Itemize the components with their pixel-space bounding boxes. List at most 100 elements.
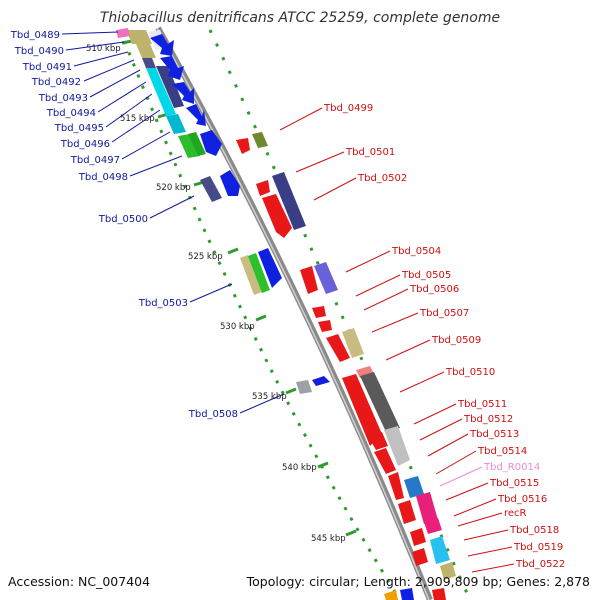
gene-arrow[interactable] — [432, 588, 446, 600]
gene-label[interactable]: Tbd_0499 — [323, 103, 373, 114]
gene-label[interactable]: Tbd_0511 — [457, 399, 507, 410]
gene-label[interactable]: Tbd_0500 — [98, 214, 148, 225]
genome-summary-text: Topology: circular; Length: 2,909,809 bp… — [246, 574, 590, 589]
gene-block[interactable] — [440, 562, 456, 580]
gene-label[interactable]: Tbd_0494 — [46, 108, 96, 119]
gene-label[interactable]: Tbd_0504 — [391, 246, 441, 257]
gene-arrow[interactable] — [300, 266, 318, 294]
gene-arrow[interactable] — [186, 104, 206, 126]
gene-block[interactable] — [416, 492, 438, 524]
gene-label[interactable]: Tbd_0489 — [10, 30, 60, 41]
gene-block[interactable] — [296, 380, 312, 394]
gene-block[interactable] — [424, 518, 442, 534]
rna-leader-line — [439, 466, 483, 487]
gene-label[interactable]: Tbd_0522 — [515, 559, 565, 570]
gene-block[interactable] — [384, 426, 410, 466]
gene-arrow[interactable] — [326, 334, 350, 362]
right-strand-genes — [236, 132, 456, 600]
gene-block[interactable] — [404, 476, 424, 498]
gene-arrow[interactable] — [312, 306, 326, 318]
gene-arrow[interactable] — [262, 194, 292, 238]
gene-arrow[interactable] — [150, 34, 174, 56]
gene-block[interactable] — [200, 176, 222, 202]
kbp-label: 510 kbp — [86, 44, 121, 54]
gene-arrow[interactable] — [200, 130, 222, 156]
gene-label[interactable]: Tbd_0516 — [497, 494, 547, 505]
gene-block[interactable] — [166, 114, 186, 134]
gene-arrow[interactable] — [398, 500, 416, 524]
gene-label[interactable]: Tbd_0498 — [78, 172, 128, 183]
gene-block[interactable] — [342, 328, 364, 358]
gene-label[interactable]: Tbd_0509 — [431, 335, 481, 346]
kbp-label: 515 kbp — [120, 114, 155, 124]
kbp-ticks — [121, 39, 357, 537]
gene-label[interactable]: Tbd_0506 — [409, 284, 459, 295]
gene-label[interactable]: Tbd_0505 — [401, 270, 451, 281]
gene-label[interactable]: Tbd_0507 — [419, 308, 469, 319]
backbone-highlight — [156, 27, 430, 600]
gene-arrow[interactable] — [236, 138, 250, 154]
gene-label[interactable]: Tbd_0503 — [138, 298, 188, 309]
gene-arrow[interactable] — [412, 548, 428, 566]
gene-label[interactable]: Tbd_0510 — [445, 367, 495, 378]
gene-label[interactable]: Tbd_0519 — [513, 542, 563, 553]
gene-arrow[interactable] — [400, 588, 414, 600]
gene-block[interactable] — [188, 132, 206, 156]
gene-arrow[interactable] — [318, 320, 332, 332]
gene-block[interactable] — [126, 30, 152, 44]
gene-arrow[interactable] — [220, 170, 240, 196]
gene-label[interactable]: Tbd_0518 — [509, 525, 559, 536]
gene-block[interactable] — [136, 44, 156, 58]
kbp-label: 545 kbp — [311, 534, 346, 544]
gene-block[interactable] — [178, 134, 200, 158]
gene-block[interactable] — [248, 253, 270, 293]
gene-arrow[interactable] — [172, 82, 194, 104]
gene-label[interactable]: Tbd_0496 — [60, 139, 110, 150]
kbp-label: 520 kbp — [156, 183, 191, 193]
outer-tick-track — [118, 29, 402, 600]
gene-arrow[interactable] — [312, 376, 330, 386]
gene-arrow[interactable] — [256, 180, 270, 196]
gene-arrow[interactable] — [374, 448, 396, 474]
gene-label[interactable]: Tbd_0497 — [70, 155, 120, 166]
gene-arrow[interactable] — [388, 472, 404, 500]
gene-block[interactable] — [430, 536, 450, 564]
gene-label[interactable]: Tbd_0502 — [357, 173, 407, 184]
gene-arrow[interactable] — [368, 432, 388, 450]
gene-block[interactable] — [156, 66, 184, 108]
gene-block[interactable] — [252, 132, 268, 148]
right-leader-lines — [279, 107, 515, 573]
gene-label[interactable]: Tbd_0492 — [31, 77, 81, 88]
left-strand-arrows — [150, 34, 330, 386]
gene-label[interactable]: Tbd_0514 — [477, 446, 527, 457]
gene-label[interactable]: Tbd_0501 — [345, 147, 395, 158]
gene-arrow[interactable] — [342, 374, 382, 446]
gene-label[interactable]: Tbd_0508 — [188, 409, 238, 420]
gene-block[interactable] — [360, 372, 400, 432]
gene-label[interactable]: Tbd_0512 — [463, 414, 513, 425]
gene-label[interactable]: Tbd_0493 — [38, 93, 88, 104]
gene-label[interactable]: recR — [504, 508, 527, 519]
gene-label[interactable]: Tbd_0515 — [489, 478, 539, 489]
gene-block[interactable] — [142, 58, 156, 68]
right-gene-labels: Tbd_0499 Tbd_0501 Tbd_0502 Tbd_0504 Tbd_… — [323, 103, 565, 570]
gene-label[interactable]: Tbd_0491 — [22, 62, 72, 73]
gene-block[interactable] — [116, 28, 130, 38]
gene-label[interactable]: Tbd_0495 — [54, 123, 104, 134]
gene-label[interactable]: Tbd_0490 — [14, 46, 64, 57]
gene-block[interactable] — [314, 262, 338, 294]
gene-label-rna[interactable]: Tbd_R0014 — [483, 462, 540, 473]
gene-arrow[interactable] — [258, 248, 282, 288]
gene-label[interactable]: Tbd_0513 — [469, 429, 519, 440]
accession-text: Accession: NC_007404 — [8, 574, 150, 589]
gene-block[interactable] — [146, 68, 176, 116]
left-gene-labels: Tbd_0489 Tbd_0490 Tbd_0491 Tbd_0492 Tbd_… — [10, 30, 238, 420]
gene-block[interactable] — [384, 590, 398, 600]
gene-arrow[interactable] — [410, 528, 426, 546]
gene-arrow[interactable] — [160, 56, 184, 80]
gene-block[interactable] — [240, 255, 262, 295]
gene-block[interactable] — [272, 172, 306, 230]
map-title: Thiobacillus denitrificans ATCC 25259, c… — [100, 10, 500, 26]
